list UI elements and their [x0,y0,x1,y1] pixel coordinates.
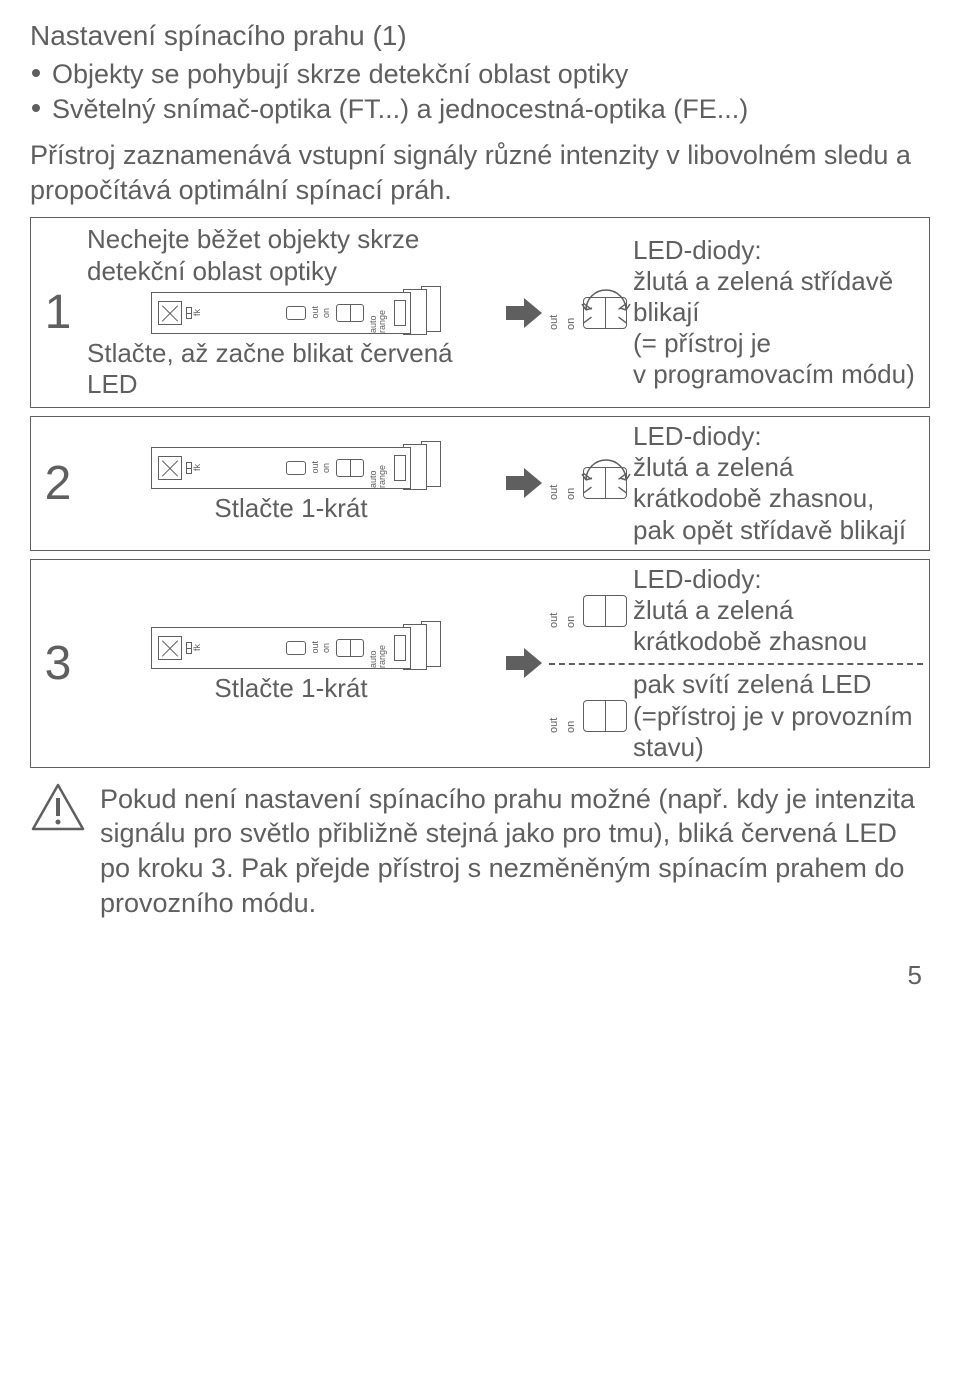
step-3-right: out on LED-diody: žlutá a zelená krátkod… [549,560,929,767]
result-on-label: on [566,296,577,330]
warning-icon [30,782,86,832]
device-led-icon [336,459,364,477]
rays-icon [578,292,632,334]
step-3-result-a-text: LED-diody: žlutá a zelená krátkodobě zha… [633,564,923,658]
step-2-left: fk out on auto range Stlačte 1-krát [85,417,499,550]
step-2-right: out on LED-diody: žlutá a zelená krátkod… [549,417,929,550]
device-lens-icon [158,301,182,325]
step-1-right: out on LED-diody: žlutá a zelená střídav… [549,218,929,407]
page-title: Nastavení spínacího prahu (1) [30,18,930,53]
step-3-result-b-text: pak svítí zelená LED (=přístroj je v pro… [633,669,923,763]
device-led-icon [336,304,364,322]
device-fk-label: fk [193,309,202,316]
warning-text: Pokud není nastavení spínacího prahu mož… [100,782,930,920]
device-out-label: out [311,306,320,319]
step-2-text: Stlačte 1-krát [87,493,495,525]
page-number: 5 [30,960,930,991]
step-2-result-text: LED-diody: žlutá a zelená krátkodobě zha… [633,421,923,546]
arrow-icon [499,417,549,550]
step-3-left: fk out on auto range Stlačte 1-krát [85,560,499,767]
step-1-number: 1 [31,218,85,407]
step-1-left: Nechejte běžet objekty skrze detekční ob… [85,218,499,407]
intro-paragraph: Přístroj zaznamenává vstupní signály růz… [30,138,930,207]
blink-arc-icon [580,280,632,324]
step-3-number: 3 [31,560,85,767]
step-1-pre-text: Nechejte běžet objekty skrze detekční ob… [87,224,495,287]
result-out-label: out [549,296,560,330]
step-2-number: 2 [31,417,85,550]
device-lens-icon [158,456,182,480]
result-led-icon [583,467,627,499]
bullet-list: Objekty se pohybují skrze detekční oblas… [30,57,930,126]
rays-icon [578,462,632,504]
device-button-icon [286,306,306,320]
result-led-icon [583,595,627,627]
bullet-item: Objekty se pohybují skrze detekční oblas… [30,57,930,92]
step-1-result-text: LED-diody: žlutá a zelená střídavě blika… [633,235,923,391]
result-led-icon [583,297,627,329]
device-diagram: fk out on auto range [87,292,495,334]
device-lens-icon [158,636,182,660]
device-led-icon [336,639,364,657]
device-diagram: fk out on auto range [87,627,495,669]
step-1-post-text: Stlačte, až začne blikat červená LED [87,338,495,401]
device-button-icon [286,461,306,475]
bullet-item: Světelný snímač-optika (FT...) a jednoce… [30,92,930,127]
device-autorange-label: auto range [369,293,387,333]
step-2-row: 2 fk out on auto range Stl [30,416,930,551]
arrow-icon [499,560,549,767]
warning-note: Pokud není nastavení spínacího prahu mož… [30,782,930,920]
result-led-icon [583,700,627,732]
blink-arc-icon [580,450,632,494]
step-3-row: 3 fk out on auto range Stl [30,559,930,768]
device-diagram: fk out on auto range [87,447,495,489]
device-on-label: on [322,308,331,318]
step-3-text: Stlačte 1-krát [87,673,495,705]
step-1-row: 1 Nechejte běžet objekty skrze detekční … [30,217,930,408]
device-button-icon [286,641,306,655]
arrow-icon [499,218,549,407]
